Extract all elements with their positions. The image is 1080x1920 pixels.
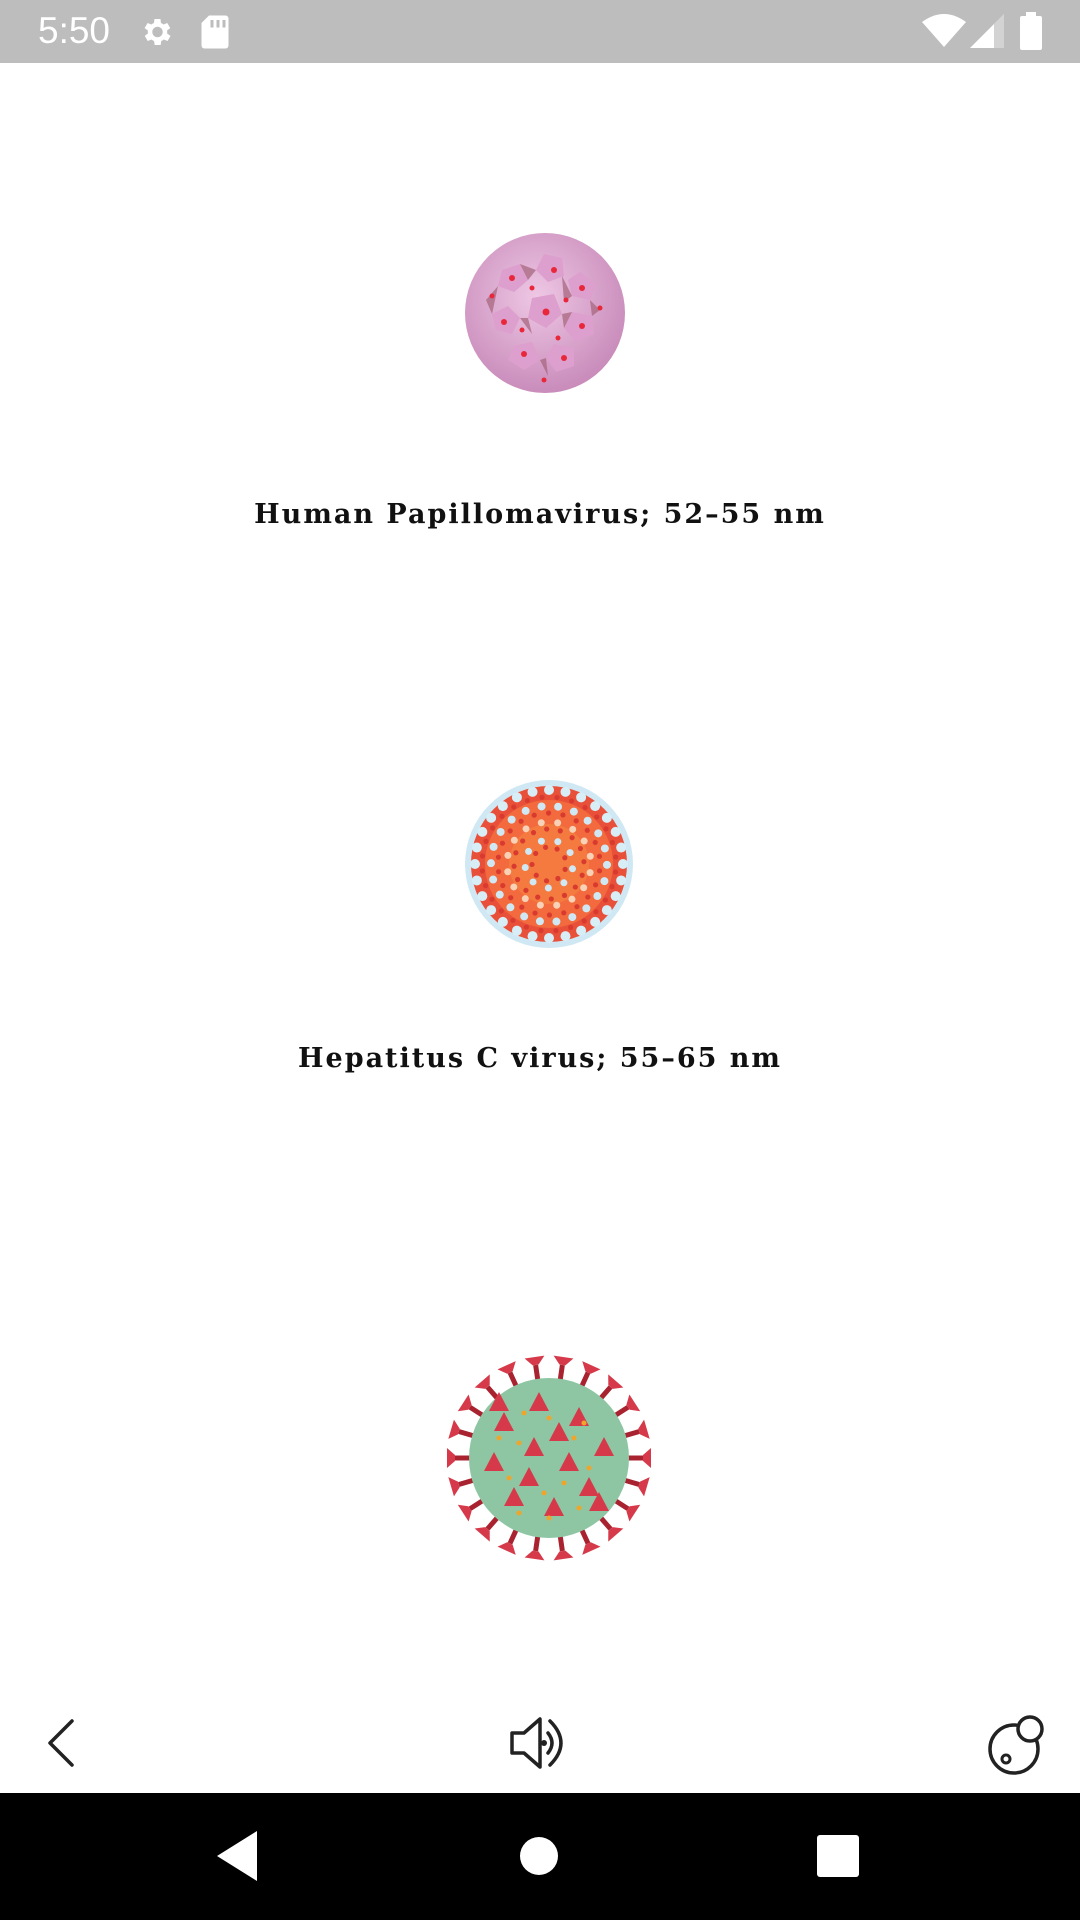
nav-recents-icon[interactable] (803, 1821, 873, 1891)
virus-list[interactable]: Human Papillomavirus; 52–55 nm Hepatitus… (0, 63, 1080, 1693)
papillomavirus-image (465, 233, 625, 393)
virus-label-papillomavirus: Human Papillomavirus; 52–55 nm (254, 499, 826, 530)
nav-home-icon[interactable] (504, 1821, 574, 1891)
size-compare-icon[interactable] (976, 1703, 1056, 1783)
coronavirus-image (447, 1355, 651, 1561)
system-nav-bar (0, 1793, 1080, 1920)
signal-icon (970, 14, 1004, 48)
status-time: 5:50 (38, 10, 111, 51)
wifi-icon (922, 14, 966, 47)
hepatitis-c-image (465, 780, 633, 948)
sd-card-icon (201, 15, 229, 49)
bottom-toolbar (0, 1693, 1080, 1793)
back-chevron-icon[interactable] (22, 1703, 102, 1783)
virus-label-hepatitis-c: Hepatitus C virus; 55–65 nm (298, 1043, 782, 1074)
nav-back-icon[interactable] (203, 1821, 273, 1891)
battery-icon (1020, 12, 1042, 50)
gear-icon (144, 18, 171, 46)
status-bar: 5:50 (0, 0, 1080, 63)
speaker-icon[interactable] (500, 1703, 580, 1783)
